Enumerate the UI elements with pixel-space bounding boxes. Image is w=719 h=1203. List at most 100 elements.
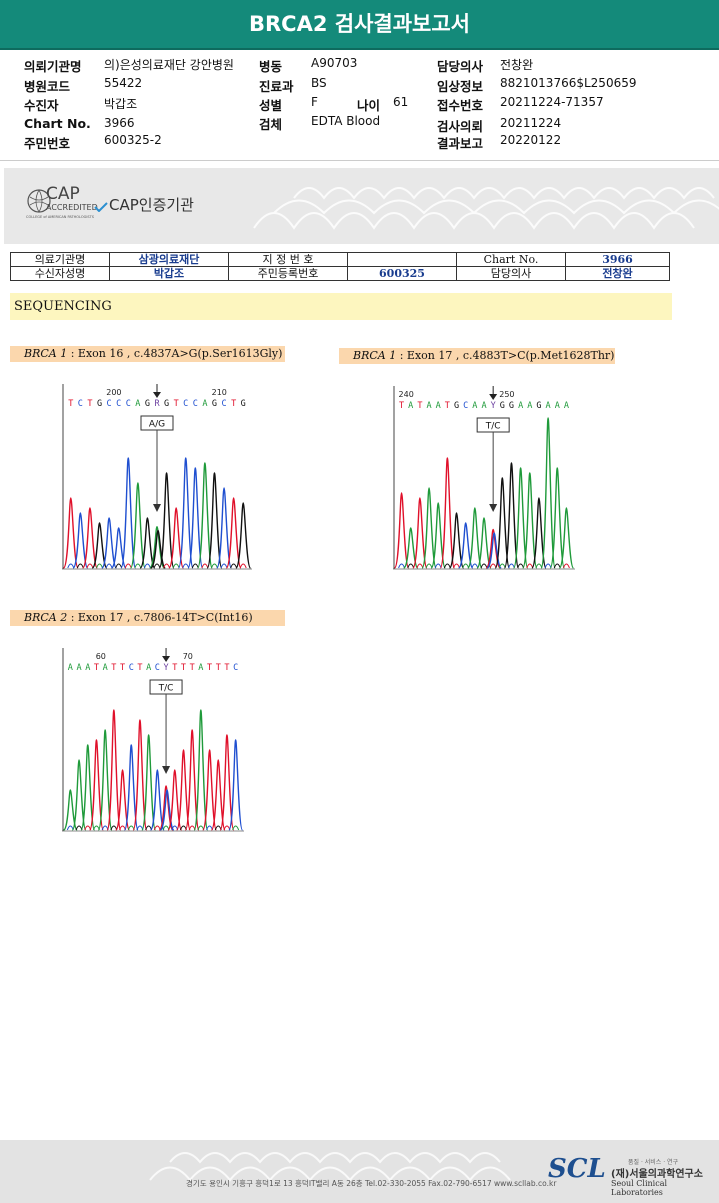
trace-peak	[101, 517, 118, 569]
trace-noise	[143, 563, 151, 569]
base-call: T	[120, 663, 125, 673]
table-cell: 600325	[347, 266, 457, 281]
section-title: SEQUENCING	[10, 293, 672, 320]
base-call: A	[436, 401, 441, 411]
down-arrow-icon	[153, 504, 161, 512]
field-value: 의)은성의료재단 강안병원	[104, 58, 234, 72]
base-call: A	[564, 401, 569, 411]
down-arrow-icon	[489, 504, 498, 512]
base-call: A	[546, 401, 551, 411]
base-call: C	[129, 663, 134, 673]
trace-peak	[158, 785, 174, 831]
gene-name: BRCA 1	[353, 349, 397, 362]
table-cell: 의료기관명	[10, 252, 110, 267]
field-label: 결과보고	[437, 136, 484, 151]
cap-banner: CAP ACCREDITED COLLEGE of AMERICAN PATHO…	[4, 168, 719, 244]
field-label: 성별	[259, 98, 283, 113]
trace-peak	[206, 472, 223, 569]
base-call: A	[76, 663, 81, 673]
base-call: G	[500, 401, 505, 411]
base-call: C	[155, 663, 160, 673]
base-call: C	[107, 399, 112, 409]
patient-info-table: 의료기관명 삼광의료재단 지 정 번 호 Chart No. 3966 수신자성…	[10, 252, 670, 281]
trace-noise	[553, 563, 561, 569]
field-value: BS	[311, 76, 327, 90]
base-call: C	[116, 399, 121, 409]
table-cell: 박갑조	[109, 266, 229, 281]
tick-label: 60	[96, 652, 106, 661]
trace-noise	[398, 563, 406, 569]
table-cell: 수신자성명	[10, 266, 110, 281]
base-call: T	[87, 399, 92, 409]
base-call: T	[216, 663, 221, 673]
base-call: A	[426, 401, 431, 411]
base-call: G	[145, 399, 150, 409]
base-call: G	[212, 399, 217, 409]
trace-peak	[177, 457, 194, 569]
trace-noise	[453, 563, 460, 569]
trace-peak	[139, 517, 156, 569]
trace-noise	[443, 563, 451, 569]
trace-noise	[407, 563, 415, 569]
trace-peak	[106, 709, 122, 831]
base-call: T	[137, 663, 142, 673]
table-cell: 전창완	[565, 266, 670, 281]
field-value: 8821013766$L250659	[500, 76, 637, 90]
field-value: 20211224	[500, 116, 562, 130]
trace-peak	[225, 497, 242, 569]
cap-globe-icon	[27, 189, 51, 213]
trace-peak	[149, 769, 165, 831]
base-call: C	[126, 399, 131, 409]
scl-logo: SCL	[548, 1154, 606, 1184]
base-call: A	[68, 663, 73, 673]
trace-peak	[549, 467, 565, 569]
field-value: 20220122	[500, 133, 562, 147]
trace-peak	[141, 734, 157, 831]
footer-address: 경기도 용인시 기흥구 흥덕1로 13 흥덕IT밸리 A동 26층 Tel.02…	[186, 1179, 557, 1188]
trace-peak	[187, 467, 204, 569]
trace-noise	[489, 563, 497, 569]
field-value: 61	[393, 95, 409, 109]
base-call: C	[233, 663, 238, 673]
base-call: A	[198, 663, 203, 673]
trace-noise	[544, 563, 552, 569]
table-cell: 삼광의료재단	[109, 252, 229, 267]
trace-peak	[120, 457, 137, 569]
scl-tagline: 품질 · 서비스 · 연구	[628, 1159, 679, 1166]
base-call: C	[463, 401, 468, 411]
gene-name: BRCA 1	[24, 347, 68, 360]
trace-noise	[508, 563, 515, 569]
trace-peak	[522, 472, 538, 569]
base-call: C	[193, 399, 198, 409]
trace-peak	[448, 512, 465, 569]
trace-noise	[232, 825, 240, 831]
trace-peak	[150, 529, 166, 569]
base-call: C	[221, 399, 226, 409]
base-call: A	[146, 663, 151, 673]
trace-noise	[239, 563, 247, 569]
base-call: T	[231, 399, 236, 409]
tick-label: 240	[399, 390, 414, 399]
field-label: 접수번호	[437, 98, 484, 113]
table-cell: 담당의사	[456, 266, 566, 281]
trace-peak	[210, 759, 226, 831]
variant-label: BRCA 1 : Exon 17 , c.4883T>C(p.Met1628Th…	[339, 348, 615, 364]
table-row: 수신자성명 박갑조 주민등록번호 600325 담당의사 전창완	[10, 266, 670, 281]
trace-noise	[211, 563, 218, 569]
trace-peak	[467, 507, 483, 569]
trace-peak	[494, 477, 511, 569]
field-value: 전창완	[500, 58, 534, 72]
footer: 경기도 용인시 기흥구 흥덕1로 13 흥덕IT밸리 A동 26층 Tel.02…	[0, 1140, 719, 1203]
trace-peak	[457, 522, 474, 569]
cloud-pattern-decoration	[149, 1152, 511, 1182]
variant-label: BRCA 1 : Exon 16 , c.4837A>G(p.Ser1613Gl…	[10, 346, 285, 362]
trace-noise	[134, 563, 142, 569]
tick-label: 70	[183, 652, 193, 661]
trace-noise	[562, 563, 570, 569]
trace-noise	[517, 563, 525, 569]
field-value: F	[311, 95, 318, 109]
trace-peak	[486, 532, 502, 569]
trace-peak	[421, 487, 437, 569]
base-call: T	[94, 663, 99, 673]
